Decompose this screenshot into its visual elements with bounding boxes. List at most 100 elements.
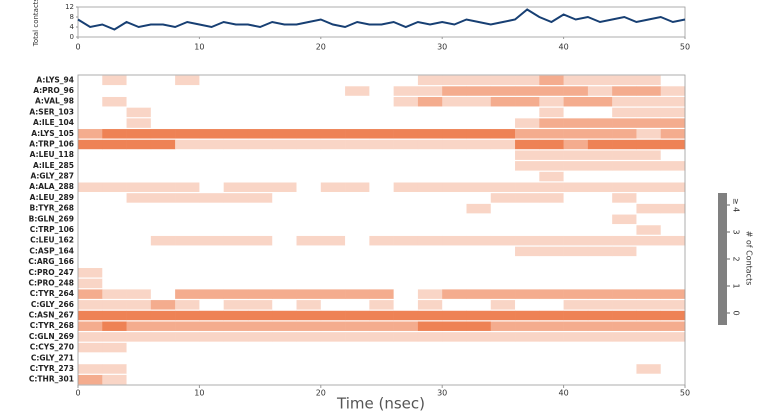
heat-cell xyxy=(612,129,637,139)
heat-cell xyxy=(539,107,564,118)
heat-cell xyxy=(466,235,492,246)
heat-cell xyxy=(223,332,249,342)
heat-cell xyxy=(393,342,419,353)
heat-cell xyxy=(320,139,346,150)
heat-cell xyxy=(369,342,394,353)
heat-cell xyxy=(320,235,346,246)
heat-cell xyxy=(660,364,686,374)
heat-cell xyxy=(345,289,370,299)
heat-cell xyxy=(345,342,370,353)
heat-cell xyxy=(563,289,589,299)
heat-cell xyxy=(539,332,564,342)
heat-cell xyxy=(466,353,492,364)
heat-cell xyxy=(442,129,467,139)
heat-cell xyxy=(175,268,200,278)
heat-cell xyxy=(247,96,273,107)
heat-cell xyxy=(150,214,176,225)
heat-cell xyxy=(78,129,103,139)
heat-cell xyxy=(247,139,273,150)
heat-cell xyxy=(393,139,419,150)
heat-cell xyxy=(466,225,492,235)
heat-cell xyxy=(102,278,127,289)
heat-cell xyxy=(150,235,176,246)
heat-cell xyxy=(150,321,176,331)
heat-cell xyxy=(223,310,249,321)
y-tick-label: 4 xyxy=(70,23,75,31)
heat-cell xyxy=(660,193,686,203)
heat-cell xyxy=(563,129,589,139)
heat-cell xyxy=(247,214,273,225)
heat-cell xyxy=(223,161,249,171)
heat-cell xyxy=(636,321,662,331)
heat-cell xyxy=(490,75,516,86)
heat-cell xyxy=(78,118,103,128)
heat-cell xyxy=(393,150,419,160)
heat-cell xyxy=(369,214,394,225)
heat-cell xyxy=(393,203,419,214)
heat-cell xyxy=(442,353,467,364)
heat-cell xyxy=(175,203,200,214)
heat-cell xyxy=(320,129,346,139)
heat-cell xyxy=(660,321,686,331)
heat-cell xyxy=(369,171,394,182)
heat-cell xyxy=(320,118,346,128)
heat-cell xyxy=(320,289,346,299)
heat-cell xyxy=(539,118,564,128)
heat-cell xyxy=(78,214,103,225)
heat-cell xyxy=(296,278,322,289)
heat-cell xyxy=(563,246,589,257)
heat-cell xyxy=(563,235,589,246)
heat-cell xyxy=(126,161,152,171)
heat-cell xyxy=(393,353,419,364)
heat-cell xyxy=(126,342,152,353)
heat-cell xyxy=(587,171,613,182)
heat-cell xyxy=(490,161,516,171)
heat-cell xyxy=(612,150,637,160)
heat-cell xyxy=(272,193,297,203)
row-label: C:PRO_248 xyxy=(28,278,74,287)
heat-cell xyxy=(296,342,322,353)
heat-cell xyxy=(393,268,419,278)
heat-cell xyxy=(345,278,370,289)
heat-cell xyxy=(126,118,152,128)
row-label: A:SER_103 xyxy=(29,107,74,116)
heat-cell xyxy=(223,129,249,139)
heat-cell xyxy=(369,86,394,96)
heat-cell xyxy=(102,321,127,331)
heat-cell xyxy=(296,107,322,118)
heat-cell xyxy=(102,203,127,214)
heat-cell xyxy=(612,75,637,86)
heat-cell xyxy=(150,310,176,321)
heat-cell xyxy=(369,161,394,171)
heat-cell xyxy=(539,268,564,278)
heat-cell xyxy=(393,310,419,321)
heat-cell xyxy=(490,246,516,257)
heat-cell xyxy=(126,193,152,203)
heat-cell xyxy=(612,171,637,182)
heat-cell xyxy=(320,364,346,374)
heat-cell xyxy=(660,342,686,353)
heat-cell xyxy=(78,203,103,214)
heat-cell xyxy=(320,86,346,96)
heat-cell xyxy=(175,353,200,364)
heat-cell xyxy=(199,118,224,128)
heat-cell xyxy=(417,353,443,364)
heat-cell xyxy=(126,321,152,331)
heat-cell xyxy=(660,171,686,182)
colorbar-tick-label: ≥ 4 xyxy=(732,198,741,212)
heat-cell xyxy=(466,182,492,192)
row-label: A:LEU_118 xyxy=(30,150,74,159)
heat-cell xyxy=(442,257,467,267)
heat-cell xyxy=(636,161,662,171)
row-label: C:TRP_106 xyxy=(30,225,74,234)
heat-cell xyxy=(320,332,346,342)
heat-cell xyxy=(612,374,637,385)
heat-cell xyxy=(320,353,346,364)
heat-cell xyxy=(660,246,686,257)
heat-cell xyxy=(126,139,152,150)
heat-cell xyxy=(126,182,152,192)
heat-cell xyxy=(126,374,152,385)
heat-cell xyxy=(150,203,176,214)
heat-cell xyxy=(223,86,249,96)
heat-cell xyxy=(296,235,322,246)
